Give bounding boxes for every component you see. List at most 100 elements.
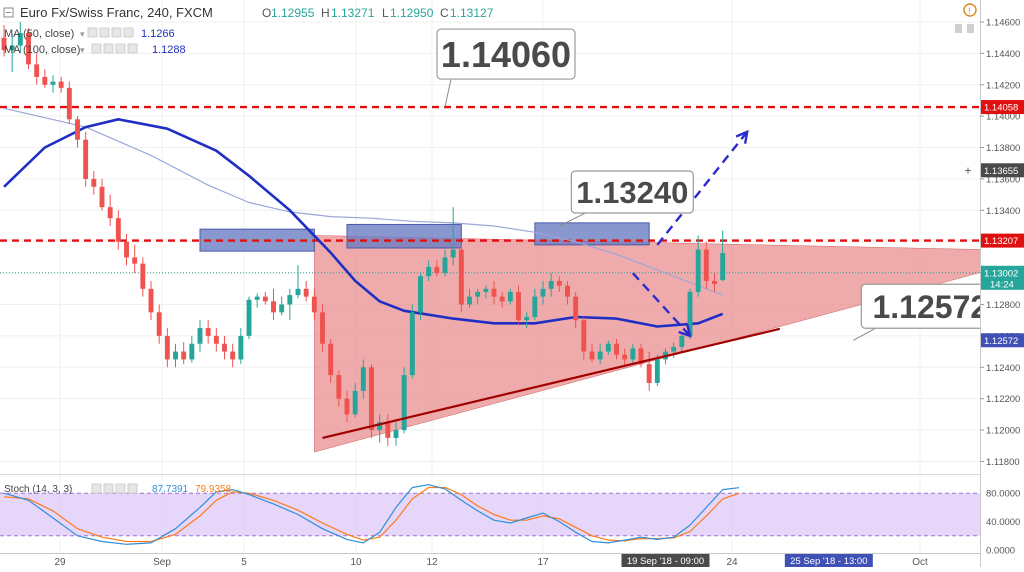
candle[interactable] [222, 335, 227, 360]
candle[interactable] [654, 354, 660, 387]
price-axis[interactable]: 1.14600 1.14400 1.14200 1.14000 1.13800 1.136… [964, 0, 1024, 567]
candle[interactable] [246, 296, 252, 340]
candle[interactable] [205, 320, 211, 344]
candle[interactable] [173, 343, 178, 368]
candle[interactable] [597, 343, 603, 365]
candle[interactable] [401, 367, 407, 434]
candle[interactable] [58, 76, 64, 93]
candle[interactable] [197, 320, 203, 352]
candle[interactable] [230, 343, 236, 368]
price-callout[interactable]: 1.13240 [559, 170, 694, 227]
candle[interactable] [328, 339, 334, 383]
symbol-title[interactable]: Euro Fx/Swiss Franc, 240, FXCM [20, 5, 213, 20]
ma100-settings-icons[interactable] [91, 43, 138, 54]
ma100-label[interactable]: MA (100, close) [4, 44, 80, 56]
candle[interactable] [426, 260, 432, 281]
candle[interactable] [393, 422, 399, 446]
candle[interactable] [42, 69, 48, 88]
candle[interactable] [467, 288, 472, 308]
candle[interactable] [1, 25, 7, 57]
candle[interactable] [581, 317, 587, 360]
candle[interactable] [83, 131, 89, 187]
candle[interactable] [254, 293, 260, 308]
price-levels[interactable] [0, 105, 980, 274]
candle[interactable] [385, 414, 391, 446]
candle[interactable] [491, 280, 497, 305]
close-icon[interactable] [115, 43, 126, 54]
time-axis[interactable]: 29 Sep 5 10 12 17 24 Oct 19 Sep '18 - 09:00 25 S… [0, 553, 980, 568]
candle[interactable] [573, 291, 579, 329]
gear-icon[interactable] [99, 27, 110, 38]
chevron-down-icon[interactable]: ▾ [80, 45, 85, 55]
candle[interactable] [524, 312, 530, 329]
candle[interactable] [630, 343, 636, 365]
candle[interactable] [9, 34, 15, 73]
candle[interactable] [532, 288, 538, 321]
candle[interactable] [164, 328, 170, 368]
candle[interactable] [279, 296, 285, 316]
price-callout[interactable]: 1.14060 [436, 28, 576, 108]
candle[interactable] [540, 280, 546, 305]
candle[interactable] [148, 280, 154, 321]
eye-icon[interactable] [87, 27, 98, 38]
candle[interactable] [377, 414, 383, 443]
candle[interactable] [238, 328, 244, 365]
eye-icon[interactable] [91, 43, 102, 54]
projection-arrow[interactable] [656, 131, 749, 246]
candle[interactable] [589, 343, 595, 363]
candle[interactable] [638, 343, 644, 368]
candle[interactable] [320, 304, 325, 352]
candle[interactable] [458, 244, 464, 313]
candle[interactable] [352, 382, 358, 418]
candle[interactable] [107, 194, 113, 227]
candle[interactable] [156, 304, 162, 344]
candle[interactable] [271, 288, 276, 321]
candle[interactable] [442, 249, 448, 277]
gear-icon[interactable] [103, 483, 114, 494]
candle[interactable] [181, 342, 187, 365]
candle[interactable] [695, 235, 701, 297]
candle[interactable] [311, 288, 317, 321]
stoch-settings-icons[interactable] [91, 483, 138, 494]
stoch-label[interactable]: Stoch (14, 3, 3) [4, 484, 72, 495]
collapse-icon[interactable] [3, 7, 14, 18]
candle[interactable] [295, 265, 301, 299]
candle[interactable] [687, 288, 693, 340]
candle[interactable] [50, 75, 56, 93]
candle[interactable] [499, 291, 505, 308]
candle[interactable] [303, 280, 309, 302]
eye-icon[interactable] [91, 483, 102, 494]
bookmark-icon[interactable] [967, 24, 974, 33]
candle[interactable] [91, 171, 97, 195]
price-callout[interactable]: 1.12572 [853, 283, 1000, 341]
candle[interactable] [360, 359, 366, 399]
candle[interactable] [336, 370, 342, 407]
candle[interactable] [720, 230, 726, 281]
candle[interactable] [605, 340, 611, 355]
candle[interactable] [26, 28, 31, 70]
candle[interactable] [614, 339, 619, 360]
candle[interactable] [132, 244, 138, 274]
candle[interactable] [344, 390, 350, 423]
candle[interactable] [565, 280, 570, 305]
candle[interactable] [115, 210, 121, 250]
candle[interactable] [409, 304, 415, 379]
support-trendline[interactable] [322, 327, 781, 439]
drawing-overlay[interactable]: 1.14060 1.13240 1.12572 [322, 28, 1000, 439]
candle[interactable] [516, 285, 521, 324]
ma50-settings-icons[interactable] [87, 27, 134, 38]
candle[interactable] [475, 288, 481, 305]
candle[interactable] [703, 241, 709, 289]
top-right-icons[interactable]: ! [955, 3, 977, 33]
candle[interactable] [622, 348, 628, 368]
resistance-zone[interactable] [346, 223, 462, 249]
candle[interactable] [17, 21, 23, 54]
ma50-label[interactable]: MA (50, close) [4, 28, 74, 40]
candle[interactable] [140, 257, 146, 297]
close-icon[interactable] [115, 483, 126, 494]
candle[interactable] [418, 273, 423, 321]
candle[interactable] [287, 288, 293, 321]
candle[interactable] [34, 53, 40, 85]
candle[interactable] [66, 81, 72, 124]
